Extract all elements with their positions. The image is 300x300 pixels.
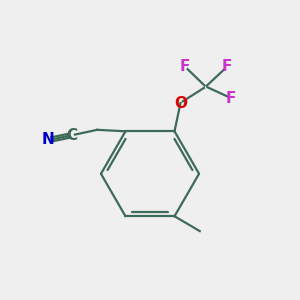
Text: O: O <box>174 96 187 111</box>
Text: N: N <box>42 132 55 147</box>
Text: F: F <box>222 59 232 74</box>
Text: F: F <box>180 59 190 74</box>
Text: F: F <box>226 91 236 106</box>
Text: C: C <box>66 128 77 143</box>
